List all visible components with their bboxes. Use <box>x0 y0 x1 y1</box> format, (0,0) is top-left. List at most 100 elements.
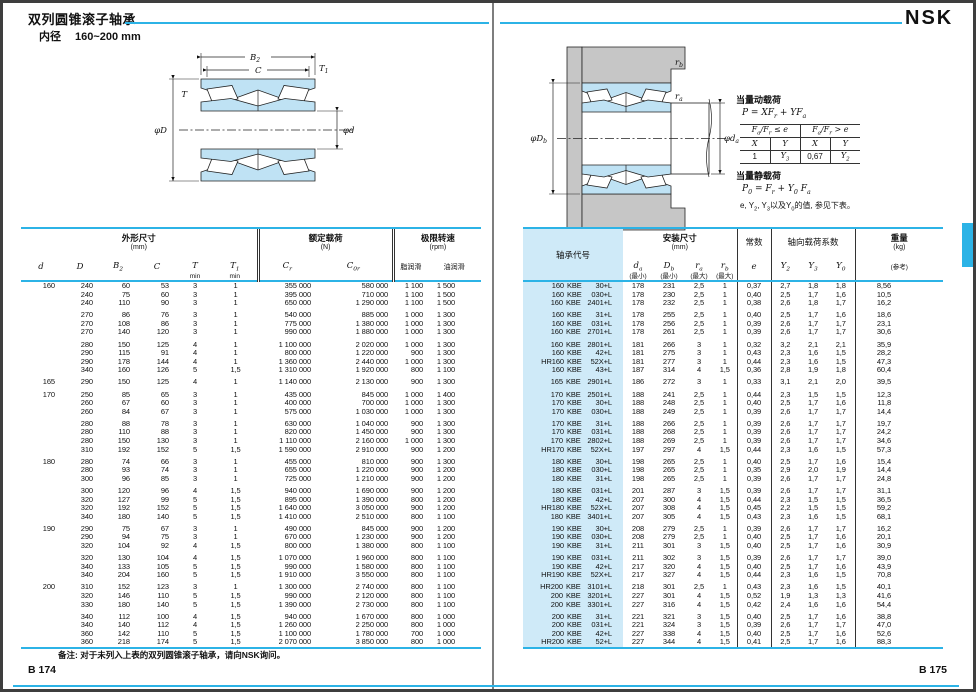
cell-d <box>21 504 61 513</box>
cell-wt: 28,2 <box>854 349 944 358</box>
designation-sfx: 031+L <box>591 620 612 630</box>
cell-Db: 344 <box>662 637 676 647</box>
cell-Y0: 1,7 <box>835 406 846 416</box>
mounted-half-section <box>581 46 686 113</box>
designation-sfx: 2401+L <box>587 298 612 308</box>
spec-row: 360 142 110 5 1,5 1 100 000 1 780 000 700 1 000 <box>21 628 481 639</box>
bearing-designation: 200 KBE 3301+L <box>523 600 623 610</box>
cell-Y0: 1,5 <box>835 494 846 504</box>
cell-gr: 900 <box>410 348 424 358</box>
cell-C0r: 1 960 000 <box>355 553 389 563</box>
cell-d <box>21 621 61 630</box>
cell-gr: 1 000 <box>404 310 424 320</box>
cell-Y3: 1,5 <box>807 503 819 513</box>
cell-Y2: 2,6 <box>770 521 800 534</box>
cell-oil: 1 300 <box>436 436 456 445</box>
bearing-dimension-drawing: B2 C T T1 φD φd <box>154 53 355 182</box>
cell-C0r: 1 040 000 <box>355 418 389 428</box>
cell-C0r: 2 440 000 <box>355 356 389 366</box>
bearing-row: 170 KBE 030+L 188 249 2,5 1 0,39 2,6 1,7 1,7 14,4 <box>523 406 944 417</box>
cell-Db: 266 <box>662 339 676 349</box>
cell-C0r: 1 380 000 <box>355 318 389 328</box>
cell-d <box>21 328 61 337</box>
cell-T1: 1 <box>233 310 238 320</box>
cell-C: 60 <box>160 398 169 408</box>
cell-Y2: 2,5 <box>770 533 800 543</box>
spec-row: 290 94 75 3 1 670 000 1 230 000 900 1 200 <box>21 533 481 542</box>
bearing-designation: 170 KBE 2802+L <box>523 436 623 446</box>
bearing-designation: 160 KBE 2801+L <box>523 337 623 350</box>
designation-bore: 170 <box>551 406 564 416</box>
designation-sfx: 031+L <box>591 485 612 495</box>
cell-C: 65 <box>160 389 169 399</box>
cell-e: 0,39 <box>736 428 772 437</box>
cell-d <box>21 533 61 542</box>
cell-D: 290 <box>80 348 93 358</box>
footer-rule <box>13 685 959 687</box>
bearing-row: 170 KBE 30+L 188 248 2,5 1 0,40 2,5 1,7 1,6 11,8 <box>523 399 944 408</box>
cell-Db: 272 <box>662 377 676 387</box>
cell-oil: 1 200 <box>436 465 456 475</box>
cell-T1: 1 <box>233 289 238 299</box>
cell-Y0: 1,5 <box>835 511 846 521</box>
bearing-designation: 200 KBE 31+L <box>523 609 623 622</box>
cell-Y2: 2,6 <box>770 550 800 563</box>
spec-row: 270 86 76 3 1 540 000 885 000 1 000 1 300 <box>21 308 481 320</box>
designation-bore: 160 <box>551 310 564 320</box>
cell-D: 320 <box>80 503 93 513</box>
bearing-row: 180 KBE 3401+L 207 305 4 1,5 0,43 2,3 1,6 1,5 68,1 <box>523 511 944 522</box>
x-value: 0,67 <box>799 149 830 164</box>
cell-C: 88 <box>160 427 169 437</box>
cell-T1: 1,5 <box>230 503 241 513</box>
designation-bore: 160 <box>550 327 563 337</box>
cell-Cr: 820 000 <box>284 427 312 437</box>
col-Db: Db (最小) <box>660 260 678 280</box>
cell-Db: 320 <box>662 561 676 571</box>
cell-da: 207 <box>631 494 645 504</box>
cell-ra: 2,5 <box>693 281 705 290</box>
designation-kbe: KBE <box>567 444 582 454</box>
cell-da: 208 <box>631 532 645 542</box>
bearing-designation: 160 KBE 43+L <box>523 366 623 375</box>
cell-wt: 16,2 <box>854 521 944 534</box>
designation-kbe: KBE <box>565 511 581 521</box>
cell-e: 0,44 <box>736 571 772 580</box>
cell-e: 0,39 <box>736 550 772 563</box>
cell-T1: 1,5 <box>230 637 241 647</box>
cell-da: 181 <box>631 356 645 366</box>
cell-Db: 321 <box>662 611 676 621</box>
cell-Cr: 1 590 000 <box>278 444 312 454</box>
bearing-row: 160 KBE 031+L 178 256 2,5 1 0,39 2,6 1,7 1,7 23,1 <box>523 318 944 329</box>
cell-e: 0,39 <box>736 621 772 630</box>
cell-B2: 180 <box>117 511 130 521</box>
cell-e: 0,39 <box>736 319 772 329</box>
designation-sfx: 52X+L <box>590 444 613 454</box>
cell-rb: 1,5 <box>719 494 730 504</box>
designation-kbe: KBE <box>567 318 582 328</box>
cell-Y2: 2,3 <box>770 445 800 455</box>
spec-row: 280 88 78 3 1 630 000 1 040 000 900 1 300 <box>21 416 481 428</box>
cell-e: 0,39 <box>736 436 772 446</box>
cell-T: 3 <box>192 298 198 308</box>
cell-gr: 900 <box>410 503 424 513</box>
bearing-row: 200 KBE 3301+L 227 316 4 1,5 0,42 2,4 1,6 1,6 54,4 <box>523 600 944 610</box>
col-C0r: C0r <box>346 261 360 273</box>
cell-Y2: 3,2 <box>770 337 800 350</box>
cell-T1: 1 <box>233 281 238 290</box>
cell-D: 310 <box>80 582 93 592</box>
cell-T1: 1 <box>233 532 238 542</box>
spec-row: 240 110 90 3 1 650 000 1 290 000 1 100 1 500 <box>21 299 481 308</box>
cell-D: 290 <box>80 523 93 533</box>
cell-gr: 700 <box>410 628 424 638</box>
col-bearing-code: 轴承代号 <box>523 229 623 281</box>
cell-ra: 2,5 <box>693 389 705 399</box>
cell-C: 99 <box>160 494 169 504</box>
cell-e: 0,40 <box>736 629 772 639</box>
cell-d <box>21 416 61 428</box>
designation-sfx: 42+L <box>595 494 613 504</box>
cell-wt: 10,5 <box>854 290 944 300</box>
cell-Y3: 1,7 <box>807 553 819 563</box>
designation-sfx: 42+L <box>595 561 613 571</box>
cell-Db: 230 <box>662 289 676 299</box>
cell-e: 0,40 <box>736 533 772 543</box>
